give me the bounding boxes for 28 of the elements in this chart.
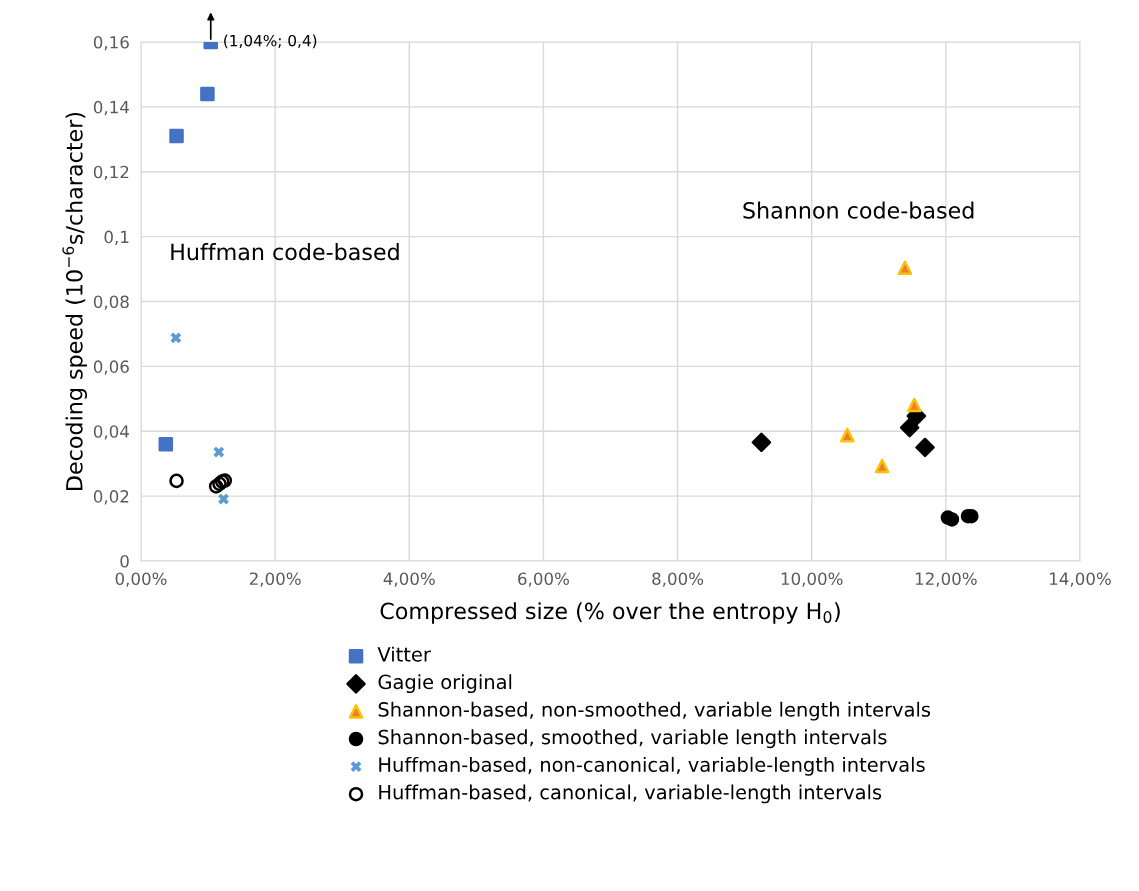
legend-label: Gagie original: [378, 674, 512, 694]
x-tick-label: 2,00%: [249, 572, 301, 587]
y-tick-label: 0,02: [93, 490, 129, 505]
x-tick-label: 14,00%: [1050, 572, 1111, 587]
y-tick-label: 0,1: [104, 230, 129, 245]
y-tick-label: 0,12: [93, 165, 129, 181]
legend-label: Vitter: [377, 646, 431, 662]
y-tick-label: 0,06: [93, 360, 129, 375]
annotation: Shannon code-based: [743, 201, 974, 219]
legend-label: Shannon-based, smoothed, variable length intervals: [378, 729, 887, 749]
x-tick-label: 12,00%: [915, 572, 977, 587]
x-tick-label: 8,00%: [652, 572, 704, 587]
legend-label: Huffman-based, non-canonical, variable-length intervals: [379, 756, 925, 776]
x-tick-label: 10,00%: [781, 572, 843, 587]
x-tick-label: 4,00%: [383, 572, 435, 587]
y-tick-label: 0: [120, 554, 129, 568]
annotation: (1,04%; 0,4): [224, 34, 317, 49]
annotation: Huffman code-based: [171, 243, 399, 261]
x-axis-title: Compressed size (% over the entropy H$_{0}$): [380, 602, 840, 624]
y-tick-label: 0,04: [93, 425, 129, 440]
x-tick-label: 0,00%: [115, 572, 167, 587]
legend-label: Huffman-based, canonical, variable-length intervals: [379, 784, 882, 804]
y-tick-label: 0,08: [93, 295, 129, 310]
y-tick-label: 0,16: [93, 35, 129, 51]
y-tick-label: 0,14: [93, 100, 129, 116]
y-axis-title: Decoding speed (10$^{−6}$s/character): [62, 112, 88, 490]
x-tick-label: 6,00%: [518, 572, 569, 587]
legend-label: Shannon-based, non-smoothed, variable length intervals: [378, 701, 931, 721]
